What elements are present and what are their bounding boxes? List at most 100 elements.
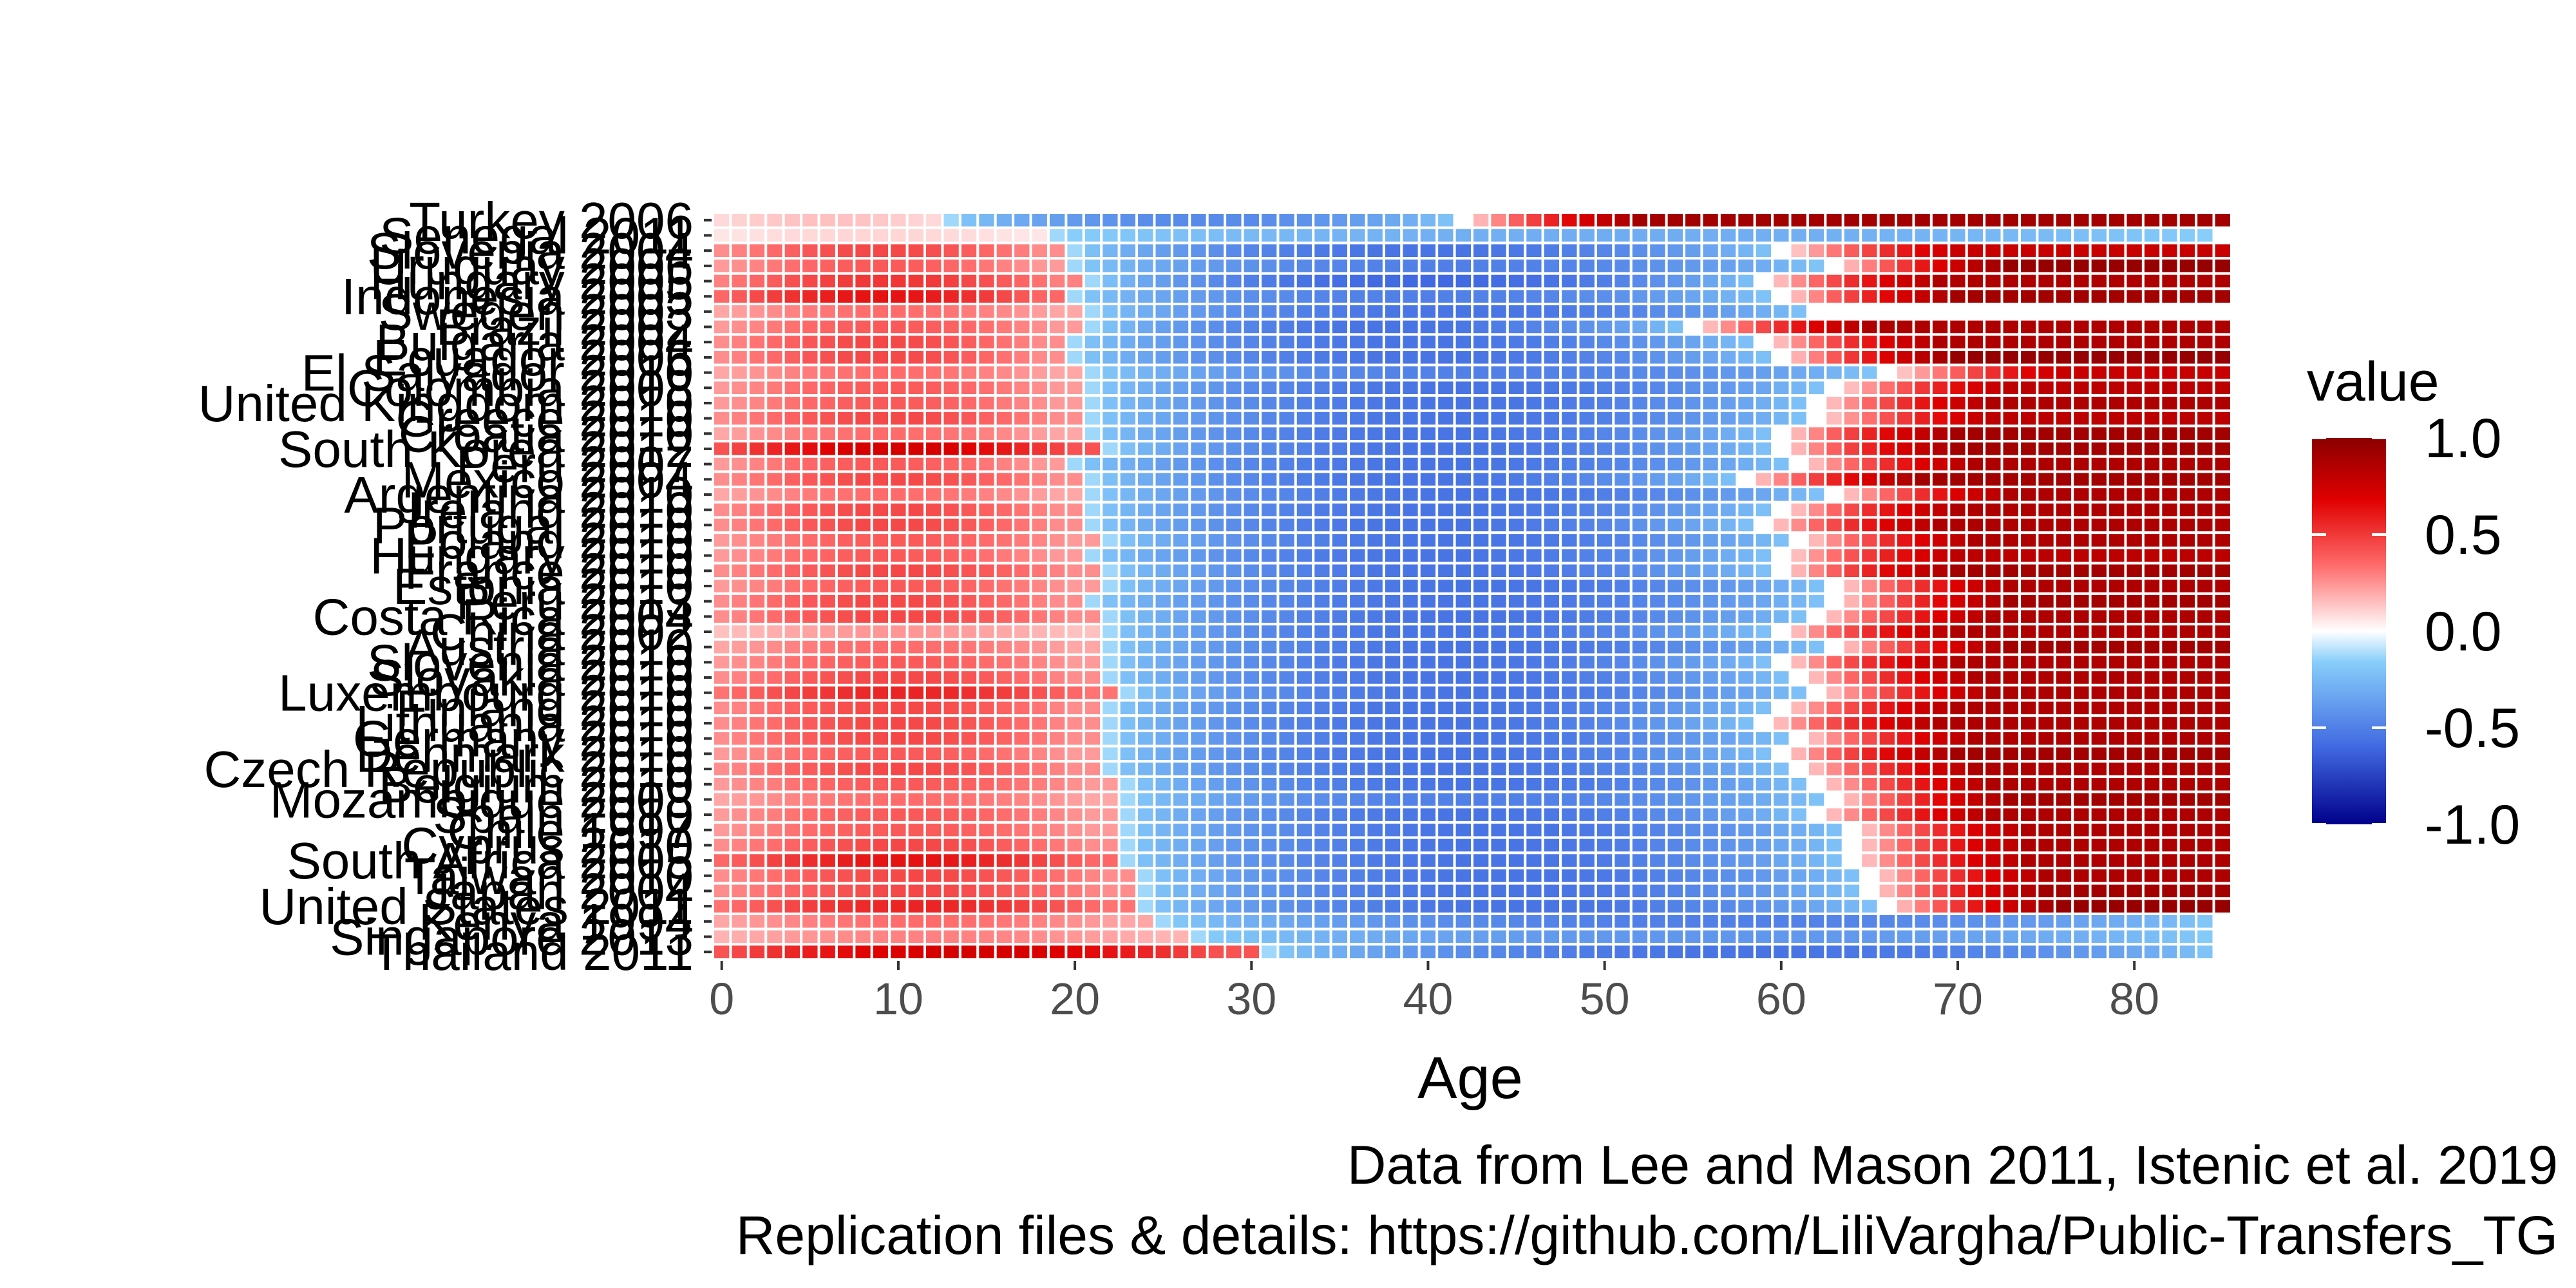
heatmap-cell xyxy=(1471,653,1492,672)
heatmap-cell xyxy=(1417,516,1439,535)
heatmap-cell xyxy=(1947,424,1968,443)
heatmap-cell xyxy=(2124,577,2145,595)
heatmap-cell xyxy=(1700,806,1721,824)
heatmap-cell xyxy=(2159,760,2180,778)
heatmap-cell xyxy=(1895,562,1915,580)
heatmap-cell xyxy=(958,546,980,565)
heatmap-cell xyxy=(994,424,1015,443)
heatmap-cell xyxy=(1294,775,1315,793)
heatmap-cell xyxy=(1329,363,1350,382)
heatmap-cell xyxy=(853,409,873,428)
heatmap-cell xyxy=(1983,562,2003,580)
heatmap-cell xyxy=(1541,912,1562,931)
heatmap-cell xyxy=(1577,394,1597,412)
heatmap-cell xyxy=(1929,409,1951,428)
heatmap-cell xyxy=(1877,546,1898,565)
heatmap-cell xyxy=(1276,379,1297,397)
heatmap-cell xyxy=(1029,363,1050,382)
heatmap-cell xyxy=(1100,760,1121,778)
heatmap-cell xyxy=(1188,653,1209,672)
heatmap-cell xyxy=(2000,486,2021,504)
heatmap-cell xyxy=(1647,577,1668,595)
heatmap-cell xyxy=(1594,562,1615,580)
heatmap-cell xyxy=(2195,729,2215,748)
heatmap-cell xyxy=(1877,744,1898,763)
heatmap-cell xyxy=(1612,333,1633,352)
heatmap-cell xyxy=(1312,272,1332,290)
heatmap-cell xyxy=(1488,806,1509,824)
heatmap-cell xyxy=(941,531,961,549)
heatmap-cell xyxy=(994,363,1015,382)
heatmap-cell xyxy=(817,562,838,580)
heatmap-cell xyxy=(1046,546,1068,565)
heatmap-cell xyxy=(1577,943,1597,961)
heatmap-cell xyxy=(1700,287,1721,306)
heatmap-cell xyxy=(1577,775,1597,793)
heatmap-cell xyxy=(1594,851,1615,869)
heatmap-cell xyxy=(1382,409,1403,428)
heatmap-cell xyxy=(1012,851,1032,869)
heatmap-cell xyxy=(1683,683,1703,702)
heatmap-cell xyxy=(1400,866,1421,885)
heatmap-cell xyxy=(958,806,980,824)
heatmap-cell xyxy=(2071,866,2092,885)
heatmap-cell xyxy=(1312,623,1332,641)
heatmap-cell xyxy=(1665,242,1686,260)
heatmap-cell xyxy=(1947,287,1968,306)
heatmap-cell xyxy=(712,775,732,793)
heatmap-cell xyxy=(923,348,944,366)
heatmap-cell xyxy=(1877,303,1898,321)
heatmap-cell xyxy=(2018,577,2039,595)
heatmap-cell xyxy=(1082,516,1103,535)
heatmap-cell xyxy=(2107,394,2127,412)
heatmap-cell xyxy=(1629,516,1651,535)
heatmap-cell xyxy=(729,257,750,275)
heatmap-cell xyxy=(1859,729,1880,748)
heatmap-cell xyxy=(2195,424,2215,443)
heatmap-cell xyxy=(1895,882,1915,900)
heatmap-cell xyxy=(1471,455,1492,473)
heatmap-cell xyxy=(1082,486,1103,504)
heatmap-cell xyxy=(976,623,997,641)
heatmap-cell xyxy=(1329,455,1350,473)
heatmap-cell xyxy=(1895,486,1915,504)
heatmap-cell xyxy=(2141,668,2163,687)
heatmap-cell xyxy=(764,790,785,809)
heatmap-cell xyxy=(870,303,891,321)
heatmap-cell xyxy=(1312,257,1332,275)
heatmap-cell xyxy=(1788,455,1809,473)
heatmap-cell xyxy=(782,257,803,275)
heatmap-cell xyxy=(976,348,997,366)
heatmap-cell xyxy=(1400,562,1421,580)
heatmap-cell xyxy=(1170,211,1191,229)
heatmap-cell xyxy=(1559,424,1580,443)
heatmap-cell xyxy=(1895,927,1915,946)
heatmap-cell xyxy=(994,257,1015,275)
heatmap-cell xyxy=(817,546,838,565)
heatmap-cell xyxy=(2107,729,2127,748)
heatmap-cell xyxy=(729,500,750,519)
heatmap-cell xyxy=(1736,424,1756,443)
heatmap-cell xyxy=(2177,714,2198,732)
heatmap-cell xyxy=(1788,653,1809,672)
heatmap-cell xyxy=(1877,943,1898,961)
heatmap-cell xyxy=(1647,623,1668,641)
heatmap-cell xyxy=(1312,363,1332,382)
heatmap-cell xyxy=(1329,303,1350,321)
heatmap-cell xyxy=(835,500,856,519)
heatmap-cell xyxy=(1258,348,1280,366)
heatmap-cell xyxy=(1541,455,1562,473)
heatmap-cell xyxy=(1859,409,1880,428)
heatmap-cell xyxy=(1065,806,1085,824)
heatmap-cell xyxy=(1453,744,1474,763)
heatmap-cell xyxy=(1559,516,1580,535)
heatmap-cell xyxy=(1788,516,1809,535)
heatmap-cell xyxy=(729,531,750,549)
heatmap-cell xyxy=(1612,562,1633,580)
heatmap-cell xyxy=(958,486,980,504)
heatmap-cell xyxy=(2124,546,2145,565)
heatmap-cell xyxy=(835,760,856,778)
heatmap-cell xyxy=(1329,943,1350,961)
heatmap-cell xyxy=(2088,577,2110,595)
heatmap-cell xyxy=(1453,348,1474,366)
